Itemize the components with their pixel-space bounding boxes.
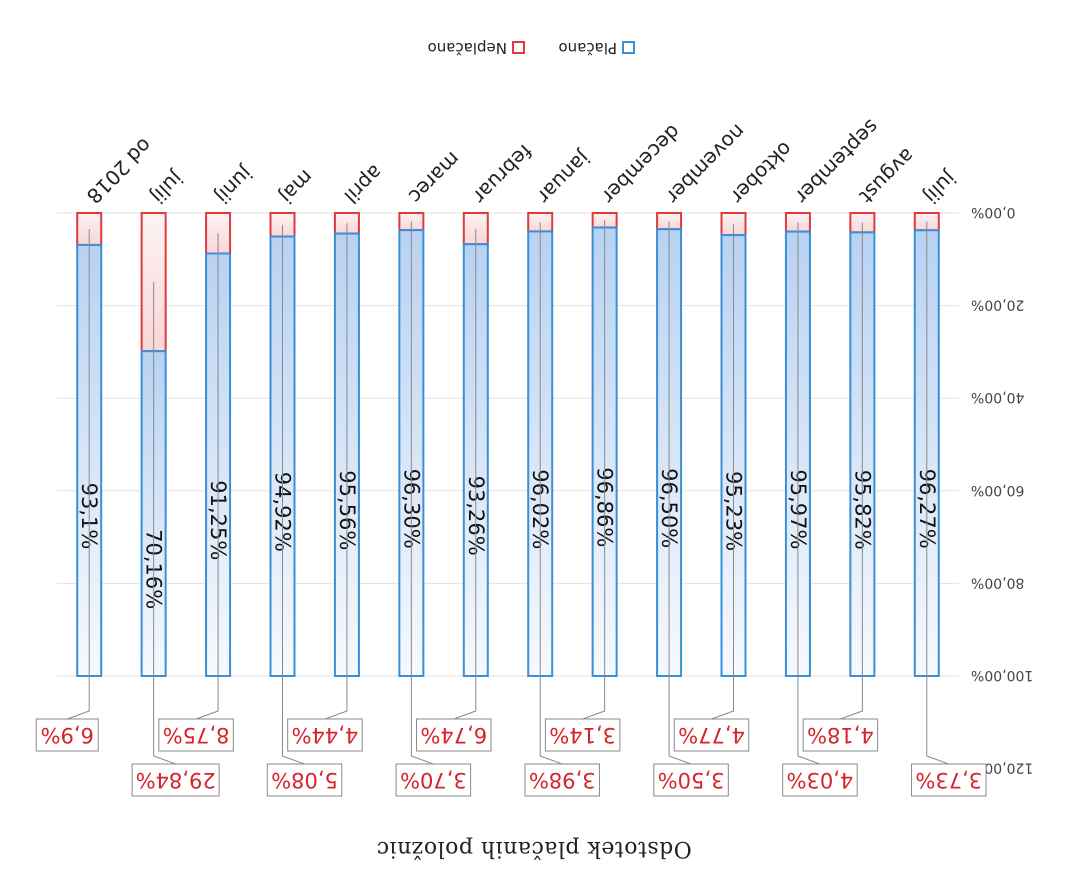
callout-leader [711, 224, 734, 720]
legend-swatch [512, 41, 525, 54]
y-tick-label: 60,00% [971, 482, 1024, 498]
callout-box [802, 718, 879, 752]
legend-swatch [622, 41, 635, 54]
unpaid-value-label: 4,77% [678, 723, 745, 747]
callout-leader [67, 228, 90, 720]
unpaid-value-label: 6,9% [41, 723, 94, 747]
callout-leader [453, 228, 477, 720]
callout-leader [195, 233, 219, 720]
category-label: maj [275, 165, 318, 208]
unpaid-value-label: 3,98% [529, 768, 596, 792]
callout-box [416, 718, 492, 752]
plot-area: 0,00% 20,00% 40,00% 60,00% 80,00% 100,00% 120,… [35, 115, 1033, 797]
callout-leader [797, 222, 821, 765]
callout-box [544, 718, 621, 752]
callout-box [524, 763, 600, 797]
unpaid-value-label: 4,03% [787, 768, 854, 792]
callout-leader [153, 282, 176, 765]
y-tick-label: 40,00% [971, 389, 1024, 405]
callout-box [287, 718, 363, 752]
category-label: od 2018 [82, 133, 157, 208]
callout-box [266, 763, 343, 797]
callout-leader [282, 224, 305, 765]
callout-leader [539, 222, 563, 765]
category-label: januar [532, 146, 595, 209]
callout-box [131, 763, 220, 797]
callout-box [653, 763, 729, 797]
legend-label: Plačano [558, 39, 617, 57]
unpaid-value-label: 29,84% [136, 768, 216, 792]
unpaid-value-label: 5,08% [271, 768, 338, 792]
y-tick-label: 100,00% [971, 667, 1033, 683]
callout-box [782, 763, 858, 797]
unpaid-value-label: 4,44% [292, 723, 359, 747]
unpaid-value-label: 4,18% [807, 723, 874, 747]
callout-leader [926, 221, 949, 765]
chart-title: Odstotek plačanih položnic [376, 836, 691, 861]
category-label: avgust [855, 144, 920, 209]
unpaid-value-label: 6,74% [420, 723, 487, 747]
callout-leader [324, 223, 348, 720]
callout-leader [840, 222, 863, 720]
callout-box [673, 718, 750, 752]
category-label: marec [404, 147, 465, 208]
callout-leader [410, 221, 434, 765]
unpaid-value-label: 8,75% [163, 723, 230, 747]
unpaid-value-label: 3,70% [400, 768, 467, 792]
y-tick-label: 120,00% [971, 760, 1033, 776]
callout-box [35, 718, 99, 752]
category-label: julij [146, 166, 188, 208]
unpaid-value-label: 3,50% [658, 768, 725, 792]
callout-box [395, 763, 472, 797]
y-tick-label: 0,00% [971, 204, 1015, 220]
legend: Plačano Neplačano [428, 39, 635, 57]
unpaid-value-label: 3,73% [915, 768, 982, 792]
category-label: junij [211, 161, 258, 208]
category-label: april [339, 160, 387, 208]
y-tick-label: 80,00% [971, 574, 1024, 590]
callout-leader [668, 221, 692, 765]
callout-leader [582, 220, 606, 720]
unpaid-value-label: 3,14% [549, 723, 616, 747]
category-label: februar [468, 140, 537, 209]
callout-box [158, 718, 234, 752]
y-tick-label: 20,00% [971, 297, 1024, 313]
legend-label: Neplačano [428, 39, 507, 57]
category-label: julij [919, 166, 961, 208]
callout-box [911, 763, 987, 797]
